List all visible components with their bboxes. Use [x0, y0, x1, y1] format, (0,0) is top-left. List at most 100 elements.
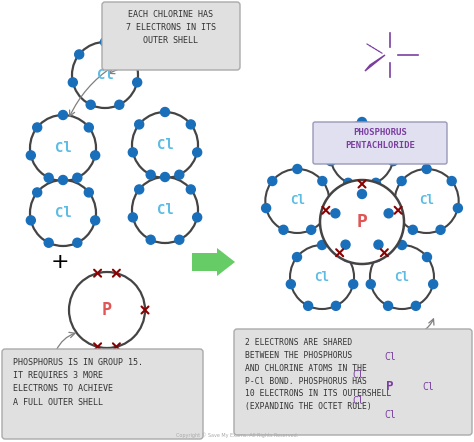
Text: Cl: Cl: [419, 194, 434, 207]
Circle shape: [262, 204, 271, 213]
Text: EACH CHLORINE HAS
7 ELECTRONS IN ITS
OUTER SHELL: EACH CHLORINE HAS 7 ELECTRONS IN ITS OUT…: [126, 10, 216, 46]
Circle shape: [372, 178, 380, 187]
Circle shape: [135, 185, 144, 194]
Circle shape: [175, 170, 184, 179]
Circle shape: [428, 280, 438, 289]
Text: Cl: Cl: [422, 382, 434, 392]
Circle shape: [73, 173, 82, 182]
Circle shape: [436, 225, 445, 234]
Circle shape: [161, 107, 170, 117]
Circle shape: [192, 213, 201, 222]
Text: Cl: Cl: [156, 138, 173, 152]
Circle shape: [27, 216, 36, 225]
Circle shape: [411, 301, 420, 310]
Circle shape: [357, 118, 366, 126]
Circle shape: [192, 148, 201, 157]
Circle shape: [349, 280, 358, 289]
Text: Cl: Cl: [55, 206, 72, 220]
Circle shape: [408, 225, 417, 234]
Text: Cl: Cl: [290, 194, 305, 207]
Circle shape: [286, 280, 295, 289]
Circle shape: [422, 164, 431, 174]
Polygon shape: [192, 248, 235, 276]
Circle shape: [290, 245, 354, 309]
Circle shape: [100, 38, 109, 46]
Circle shape: [324, 204, 333, 213]
FancyBboxPatch shape: [102, 2, 240, 70]
Circle shape: [453, 204, 462, 213]
Circle shape: [330, 122, 394, 186]
FancyBboxPatch shape: [234, 329, 472, 435]
Text: Cl: Cl: [156, 203, 173, 217]
Circle shape: [58, 175, 67, 184]
Text: +: +: [51, 252, 69, 272]
Circle shape: [68, 78, 77, 87]
Circle shape: [33, 123, 42, 132]
Circle shape: [91, 216, 100, 225]
Circle shape: [292, 252, 301, 262]
Circle shape: [344, 178, 353, 187]
Circle shape: [84, 188, 93, 197]
Circle shape: [146, 235, 155, 244]
Circle shape: [44, 173, 53, 182]
Circle shape: [146, 170, 155, 179]
Circle shape: [320, 180, 404, 264]
Circle shape: [91, 151, 100, 160]
Circle shape: [383, 301, 392, 310]
Circle shape: [391, 204, 400, 213]
Circle shape: [343, 252, 352, 262]
Text: PHOSPHORUS IS IN GROUP 15.
IT REQUIRES 3 MORE
ELECTRONS TO ACHIEVE
A FULL OUTER : PHOSPHORUS IS IN GROUP 15. IT REQUIRES 3…: [13, 358, 143, 407]
Circle shape: [27, 151, 36, 160]
Circle shape: [44, 238, 53, 247]
Circle shape: [293, 164, 302, 174]
Circle shape: [307, 225, 316, 234]
Circle shape: [373, 252, 382, 262]
Circle shape: [268, 176, 277, 186]
Text: Cl: Cl: [384, 352, 396, 362]
Circle shape: [73, 238, 82, 247]
Circle shape: [370, 245, 434, 309]
Circle shape: [341, 240, 350, 249]
Circle shape: [279, 225, 288, 234]
Circle shape: [397, 176, 406, 186]
Circle shape: [33, 188, 42, 197]
Polygon shape: [365, 55, 385, 71]
Text: Cl: Cl: [55, 141, 72, 155]
Circle shape: [186, 185, 195, 194]
Circle shape: [357, 190, 366, 198]
Text: PHOSPHORUS
PENTACHLORIDE: PHOSPHORUS PENTACHLORIDE: [345, 128, 415, 149]
Circle shape: [326, 156, 335, 166]
Circle shape: [128, 148, 137, 157]
Circle shape: [398, 240, 407, 250]
Text: 2 ELECTRONS ARE SHARED
BETWEEN THE PHOSPHORUS
AND CHLORINE ATOMS IN THE
P-Cl BON: 2 ELECTRONS ARE SHARED BETWEEN THE PHOSP…: [245, 338, 391, 411]
Circle shape: [383, 130, 392, 138]
Text: Cl: Cl: [355, 148, 370, 160]
Circle shape: [186, 120, 195, 129]
Circle shape: [318, 240, 327, 250]
Circle shape: [30, 180, 96, 246]
Text: P: P: [386, 381, 394, 393]
Circle shape: [395, 169, 459, 233]
Circle shape: [126, 50, 135, 59]
Text: Copyright © Save My Exams. All Rights Reserved.: Copyright © Save My Exams. All Rights Re…: [176, 432, 298, 438]
Circle shape: [69, 272, 145, 348]
Circle shape: [128, 213, 137, 222]
Circle shape: [135, 120, 144, 129]
Circle shape: [132, 177, 198, 243]
Circle shape: [304, 301, 313, 310]
Circle shape: [265, 169, 329, 233]
Circle shape: [86, 100, 95, 109]
Circle shape: [374, 240, 383, 249]
Text: Cl: Cl: [97, 68, 113, 82]
Text: P: P: [102, 301, 112, 319]
Circle shape: [75, 50, 84, 59]
Circle shape: [58, 110, 67, 119]
Circle shape: [30, 115, 96, 181]
Circle shape: [366, 280, 375, 289]
FancyBboxPatch shape: [2, 349, 203, 439]
Circle shape: [132, 112, 198, 178]
Circle shape: [447, 176, 456, 186]
Text: Cl: Cl: [315, 271, 329, 283]
Text: Cl: Cl: [384, 410, 396, 420]
Circle shape: [175, 235, 184, 244]
